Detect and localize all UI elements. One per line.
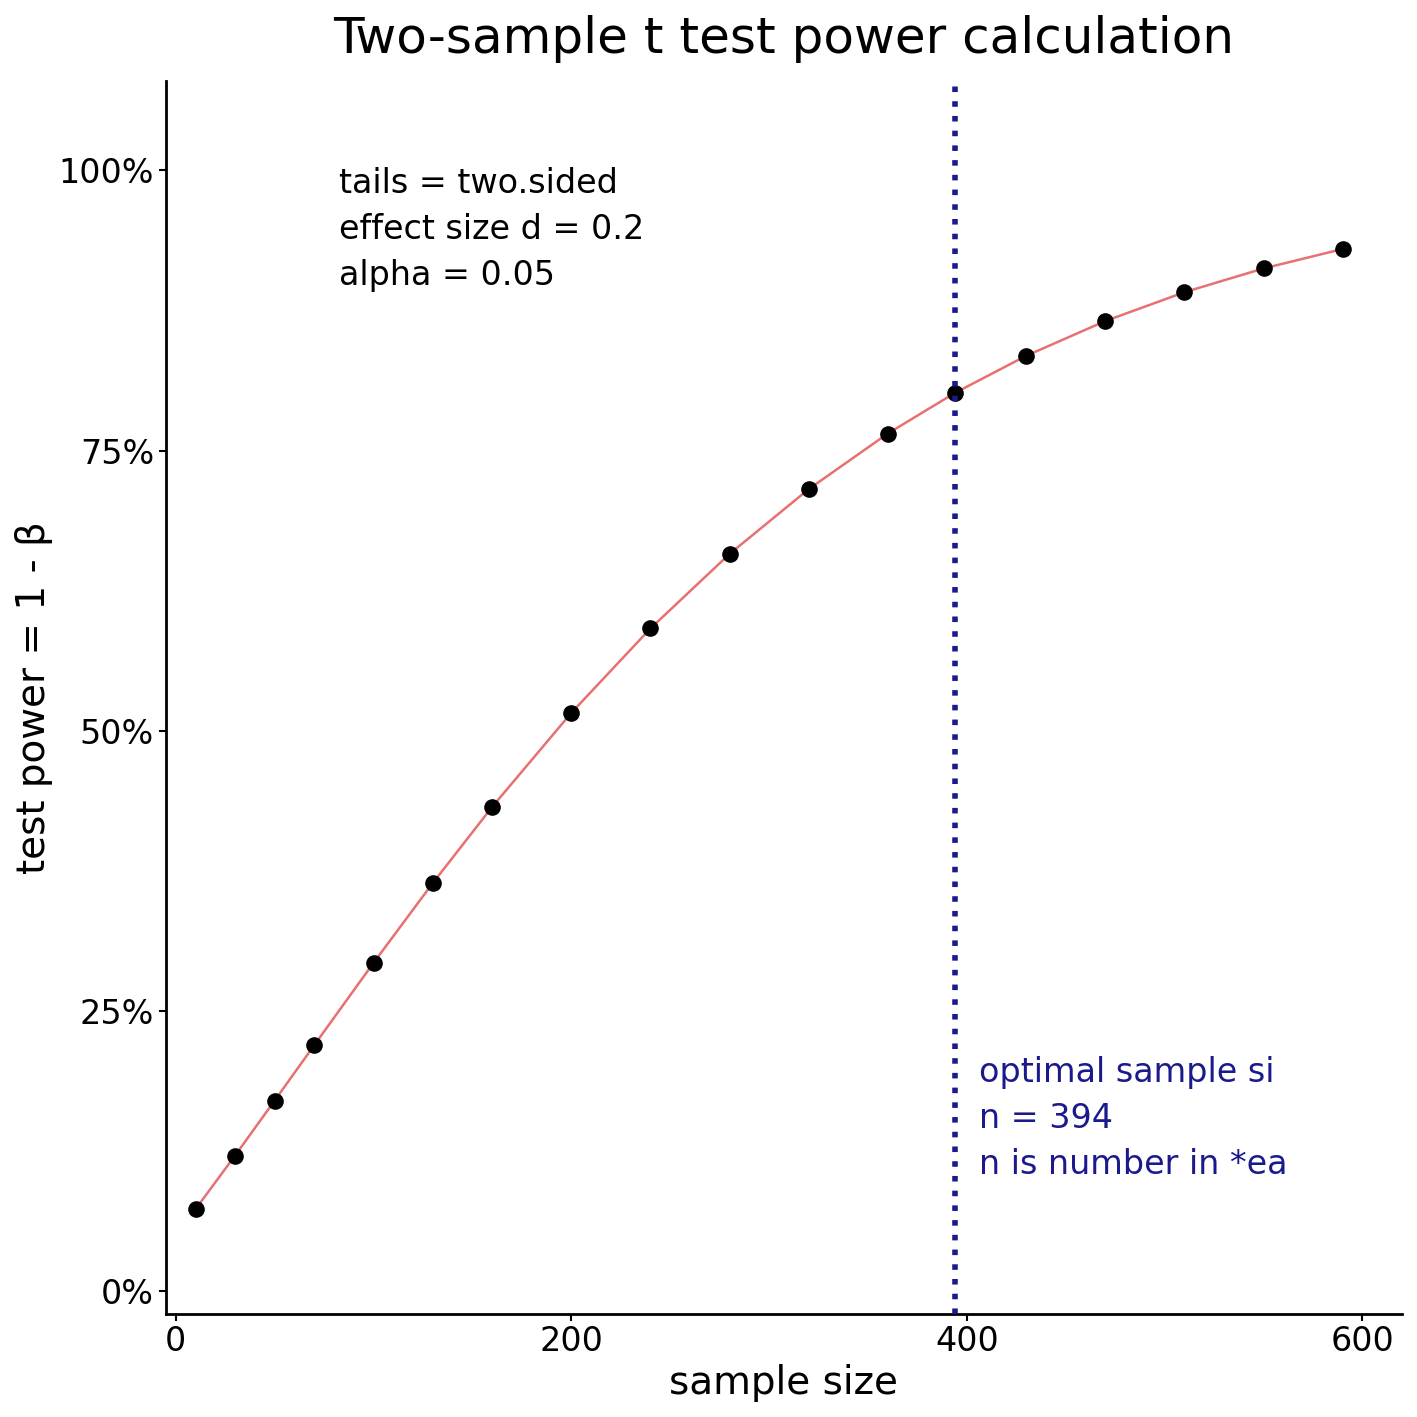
Point (1253, 256, 1275, 279)
Point (480, 795, 503, 818)
Point (363, 951, 385, 973)
Point (1094, 310, 1117, 333)
Point (421, 871, 444, 894)
Point (264, 1090, 286, 1112)
Point (303, 1034, 326, 1057)
Point (1332, 238, 1355, 261)
Point (639, 618, 662, 640)
Point (184, 1197, 207, 1220)
Text: tails = two.sided
effect size d = 0.2
alpha = 0.05: tails = two.sided effect size d = 0.2 al… (339, 167, 645, 292)
Point (560, 701, 582, 724)
Point (224, 1144, 247, 1166)
Point (798, 478, 820, 500)
Point (944, 381, 966, 404)
Y-axis label: test power = 1 - β: test power = 1 - β (16, 521, 52, 874)
Point (1173, 281, 1196, 303)
Point (1015, 344, 1037, 367)
Title: Two-sample t test power calculation: Two-sample t test power calculation (333, 16, 1234, 62)
Text: optimal sample si
n = 394
n is number in *ea: optimal sample si n = 394 n is number in… (979, 1056, 1287, 1180)
X-axis label: sample size: sample size (669, 1365, 898, 1401)
Point (718, 543, 741, 565)
Point (877, 422, 900, 445)
